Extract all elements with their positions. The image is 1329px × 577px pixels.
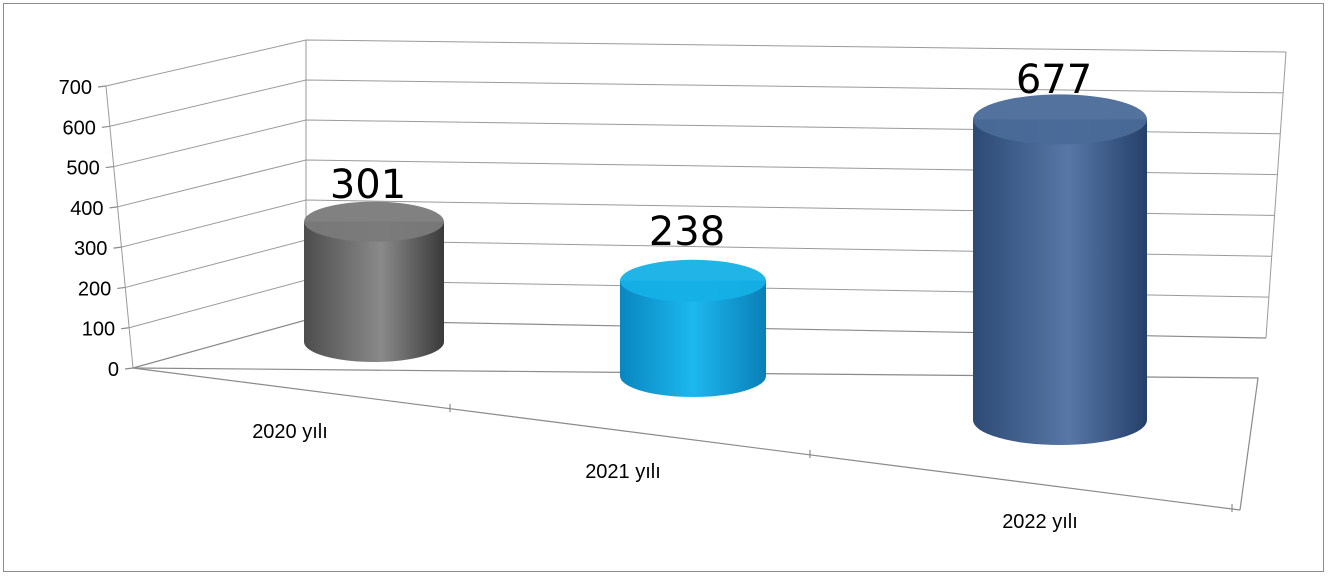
bar-2 xyxy=(973,94,1147,446)
y-tick-label: 700 xyxy=(59,77,92,99)
wall-edge xyxy=(105,85,134,369)
bar-body xyxy=(973,119,1147,446)
y-tick-mark xyxy=(105,165,114,169)
y-tick-mark xyxy=(109,206,118,209)
x-tick-label: 2021 yılı xyxy=(585,461,661,483)
data-label: 301 xyxy=(330,162,406,208)
y-tick-mark xyxy=(101,125,110,128)
data-label: 238 xyxy=(649,209,725,255)
y-tick-mark xyxy=(117,286,126,290)
axes xyxy=(97,40,1287,512)
y-tick-label: 600 xyxy=(62,117,95,139)
x-tick-label: 2020 yılı xyxy=(252,421,328,443)
bars xyxy=(304,94,1147,446)
floor-edge xyxy=(132,367,1259,511)
bar-top xyxy=(620,259,766,302)
bar-0 xyxy=(304,201,444,362)
gridline xyxy=(105,39,1287,87)
data-label: 677 xyxy=(1016,57,1092,103)
x-axis-ticks: 2020 yılı 2021 yılı 2022 yılı xyxy=(252,421,1078,533)
data-labels: 301 238 677 xyxy=(330,57,1092,255)
bar-top xyxy=(973,94,1147,145)
y-tick-label: 200 xyxy=(78,278,111,300)
y-axis-ticks: 0 100 200 300 400 500 600 700 xyxy=(59,77,119,381)
y-tick-mark xyxy=(121,327,130,330)
bar-top xyxy=(304,201,444,242)
y-tick-mark xyxy=(97,85,107,88)
bar-body xyxy=(620,280,766,397)
x-tick-label: 2022 yılı xyxy=(1002,511,1078,533)
y-tick-label: 500 xyxy=(66,158,99,180)
y-tick-mark xyxy=(124,367,134,370)
bar-body xyxy=(304,221,444,362)
y-tick-mark xyxy=(113,246,122,249)
wall-edge xyxy=(1265,51,1287,339)
y-tick-label: 100 xyxy=(82,319,115,341)
y-tick-label: 0 xyxy=(108,359,119,381)
y-tick-label: 400 xyxy=(70,198,103,220)
bar-1 xyxy=(620,259,766,397)
y-tick-label: 300 xyxy=(74,238,107,260)
x-axis-line xyxy=(132,367,1241,511)
